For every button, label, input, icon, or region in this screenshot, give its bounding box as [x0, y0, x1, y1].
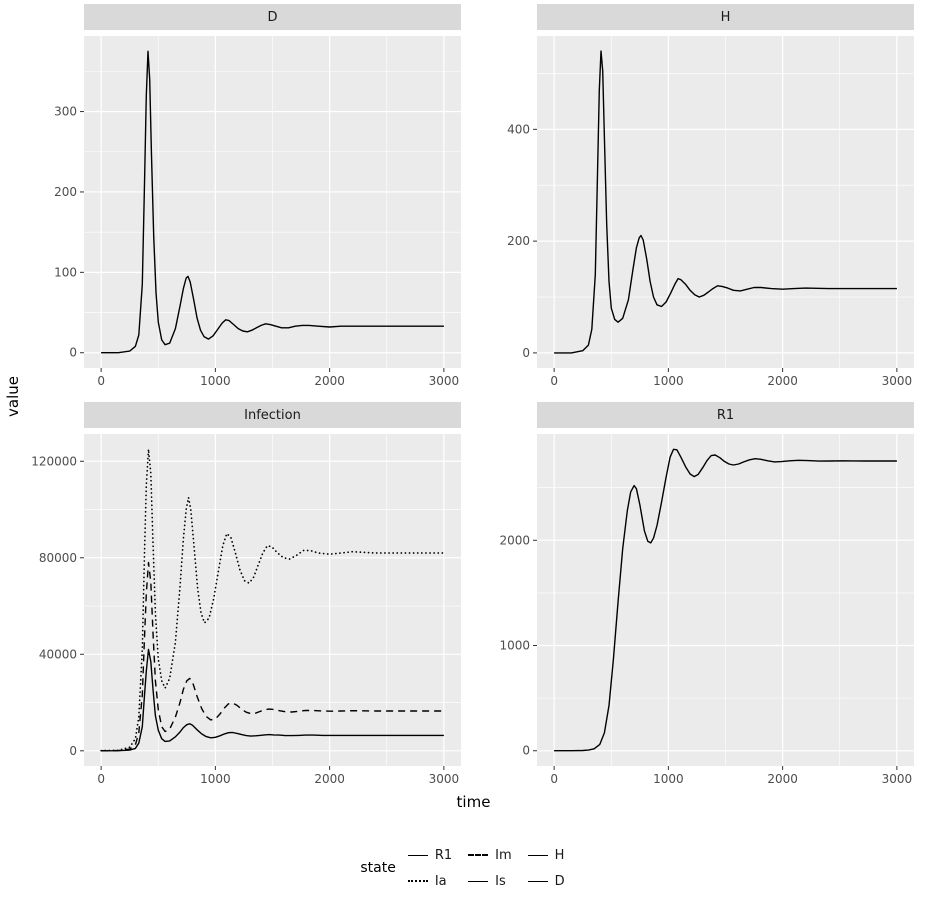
legend-key-line-icon: [407, 880, 428, 882]
facet-strip-H: H: [537, 4, 914, 30]
facet-panels-grid: D 0 1000 2000 3000 0 100 200 300 H 0 1000 2000 300…: [24, 4, 922, 790]
svg-text:2000: 2000: [314, 374, 345, 388]
svg-text:0: 0: [97, 772, 105, 786]
legend-key-line-icon: [468, 854, 489, 856]
panel-R1-plot: 0 1000 2000 3000 0 1000 2000: [499, 434, 914, 786]
legend-key-line-icon: [527, 880, 548, 882]
svg-text:2000: 2000: [314, 772, 345, 786]
svg-text:1000: 1000: [499, 639, 530, 653]
panel-Infection: Infection 0 1000 2000 3000 0 40000 80000 120000: [24, 402, 469, 790]
svg-text:3000: 3000: [882, 772, 913, 786]
svg-text:1000: 1000: [200, 374, 231, 388]
svg-text:300: 300: [54, 105, 77, 119]
svg-text:2000: 2000: [767, 772, 798, 786]
legend-label: Is: [495, 873, 506, 889]
svg-text:0: 0: [550, 772, 558, 786]
svg-text:2000: 2000: [767, 374, 798, 388]
panel-H: H 0 1000 2000 3000 0 200 400: [477, 4, 922, 392]
svg-text:1000: 1000: [653, 374, 684, 388]
legend-label: Ia: [434, 873, 447, 889]
svg-text:120000: 120000: [31, 454, 77, 468]
legend-item-Is: Is: [468, 874, 512, 889]
svg-text:200: 200: [507, 234, 530, 248]
legend-item-H: H: [527, 847, 565, 863]
legend-item-Ia: Ia: [407, 873, 452, 889]
panel-R1: R1 0 1000 2000 3000 0 1000 2000: [477, 402, 922, 790]
x-axis-title: time: [456, 793, 491, 811]
facet-strip-D: D: [84, 4, 461, 30]
facet-strip-R1: R1: [537, 402, 914, 428]
svg-text:0: 0: [97, 374, 105, 388]
svg-text:80000: 80000: [39, 551, 77, 565]
legend: state R1 Ia Im Is H: [2, 842, 923, 894]
svg-text:0: 0: [69, 744, 77, 758]
legend-key-line-icon: [407, 854, 428, 856]
legend-key-line-icon: [468, 880, 489, 882]
facet-strip-Infection: Infection: [84, 402, 461, 428]
legend-item-D: D: [527, 873, 565, 889]
legend-title: state: [360, 860, 396, 876]
legend-label: R1: [434, 847, 453, 863]
panel-H-plot: 0 1000 2000 3000 0 200 400: [507, 36, 914, 388]
svg-text:2000: 2000: [499, 533, 530, 547]
svg-text:0: 0: [550, 374, 558, 388]
svg-text:1000: 1000: [653, 772, 684, 786]
legend-item-Im: Im: [468, 848, 512, 863]
svg-text:0: 0: [522, 744, 530, 758]
svg-text:100: 100: [54, 265, 77, 279]
plot-region: value D 0 1000 2000 3000 0 100 200 300 H 0 1000 2…: [2, 4, 923, 790]
legend-label: H: [554, 847, 565, 863]
panel-D-plot: 0 1000 2000 3000 0 100 200 300: [54, 36, 461, 388]
svg-text:40000: 40000: [39, 647, 77, 661]
legend-item-R1: R1: [407, 847, 453, 863]
svg-text:0: 0: [69, 346, 77, 360]
svg-text:400: 400: [507, 122, 530, 136]
svg-text:3000: 3000: [429, 374, 460, 388]
legend-label: Im: [495, 847, 512, 863]
legend-label: D: [554, 873, 565, 889]
svg-text:1000: 1000: [200, 772, 231, 786]
y-axis-title: value: [4, 376, 22, 418]
panel-D: D 0 1000 2000 3000 0 100 200 300: [24, 4, 469, 392]
svg-text:0: 0: [522, 346, 530, 360]
panel-Infection-plot: 0 1000 2000 3000 0 40000 80000 120000: [31, 434, 461, 786]
svg-text:3000: 3000: [882, 374, 913, 388]
legend-key-line-icon: [527, 854, 548, 856]
svg-text:200: 200: [54, 185, 77, 199]
svg-text:3000: 3000: [429, 772, 460, 786]
legend-items: R1 Ia Im Is H D: [407, 842, 565, 894]
